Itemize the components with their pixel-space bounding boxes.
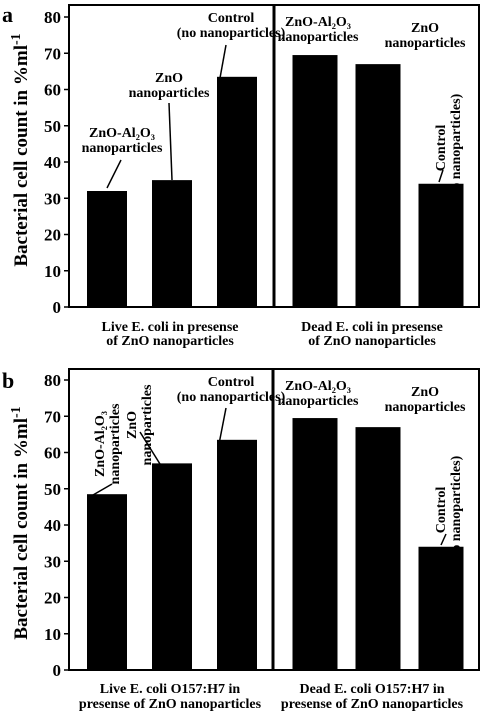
bar: [87, 191, 127, 307]
y-axis-title-superscript: -1: [9, 33, 24, 45]
bar: [152, 463, 192, 670]
panel-letter: b: [2, 368, 14, 393]
bar: [217, 439, 257, 670]
y-tick-label: 50: [44, 480, 61, 499]
y-tick-label: 0: [53, 661, 62, 680]
bar-label-line: ZnO: [411, 385, 439, 400]
bar-label-line: nanoparticles: [385, 400, 466, 415]
bar-label-line: Control: [208, 11, 255, 26]
y-tick-label: 50: [44, 117, 61, 136]
label-leader-line: [106, 159, 122, 189]
y-axis-title: Bacterial cell count in %ml-1: [9, 406, 32, 639]
bar: [292, 55, 338, 307]
group-caption: of ZnO nanoparticles: [106, 334, 234, 349]
bar-label-line: Control: [208, 375, 255, 390]
y-tick-label: 30: [44, 189, 61, 208]
y-tick-label: 10: [44, 625, 61, 644]
y-tick-label: 10: [44, 262, 61, 281]
chart-panel-a: a Bacterial cell count in %ml-1 0 10 20 30 40 5…: [2, 2, 480, 349]
bar: [355, 64, 401, 307]
bar-label: Control(no nanoparticles): [434, 455, 464, 564]
label-leader-line: [168, 102, 173, 181]
y-axis-title-main: Bacterial cell count in %ml: [11, 45, 32, 267]
y-tick-label: 40: [44, 153, 61, 172]
y-tick-label: 70: [44, 407, 61, 426]
y-tick-label: 80: [44, 8, 61, 27]
bar-label-line: ZnO-Al₂O₃: [285, 379, 351, 394]
label-leader-line: [92, 483, 113, 496]
bar-label-line: nanoparticles: [82, 141, 163, 156]
y-tick-label: 40: [44, 516, 61, 535]
y-tick-label: 30: [44, 552, 61, 571]
bar-label-line: nanoparticles: [108, 403, 123, 484]
bar-label: Control(no nanoparticles): [177, 375, 286, 405]
y-tick-label: 20: [44, 226, 61, 245]
bar: [87, 494, 127, 670]
label-leader-line: [440, 533, 447, 546]
bar-label-line: (no nanoparticles): [177, 26, 286, 41]
bar-label-line: ZnO: [125, 411, 140, 439]
bar-label: ZnOnanoparticles: [125, 384, 155, 465]
group-caption: Live E. coli in presense: [101, 320, 238, 335]
bar-label-line: ZnO: [411, 21, 439, 36]
bar-label-line: nanoparticles: [278, 394, 359, 409]
y-axis-title-main: Bacterial cell count in %ml: [11, 418, 32, 640]
bar-label-line: nanoparticles: [140, 384, 155, 465]
group-caption: of ZnO nanoparticles: [308, 334, 436, 349]
y-axis-title: Bacterial cell count in %ml-1: [9, 33, 32, 266]
bar: [418, 183, 464, 307]
bar-label-line: ZnO-Al₂O₃: [89, 126, 155, 141]
label-leader-line: [219, 44, 227, 79]
group-caption: Dead E. coli in presense: [301, 320, 443, 335]
bar-label-line: (no nanoparticles): [449, 455, 464, 564]
bar: [152, 180, 192, 307]
label-leader-line: [218, 407, 227, 445]
bar-label-line: nanoparticles: [385, 36, 466, 51]
bar-label-line: Control: [434, 487, 449, 534]
y-axis-title-superscript: -1: [9, 406, 24, 418]
group-caption: Live E. coli O157:H7 in: [100, 682, 241, 697]
bar: [418, 546, 464, 670]
bar-label: Control(no nanoparticles): [434, 93, 464, 202]
bar-label-line: nanoparticles: [129, 86, 210, 101]
label-leader-line: [438, 169, 444, 183]
bar-label-line: ZnO-Al₂O₃: [285, 15, 351, 30]
bar-label-line: (no nanoparticles): [449, 93, 464, 202]
bar-label-line: Control: [434, 125, 449, 172]
bar-label-line: (no nanoparticles): [177, 390, 286, 405]
y-tick-label: 20: [44, 589, 61, 608]
bar: [292, 418, 338, 670]
bar: [355, 427, 401, 670]
group-caption: presense of ZnO nanoparticles: [281, 697, 464, 712]
y-tick-label: 60: [44, 444, 61, 463]
label-leader-line: [139, 431, 161, 465]
group-caption: presense of ZnO nanoparticles: [79, 697, 262, 712]
bar-label-line: ZnO: [155, 71, 183, 86]
panel-letter: a: [2, 2, 13, 27]
bar-label: Control(no nanoparticles): [177, 11, 286, 41]
bar: [217, 76, 257, 307]
group-caption: Dead E. coli O157:H7 in: [299, 682, 444, 697]
y-tick-label: 70: [44, 44, 61, 63]
y-tick-label: 0: [53, 298, 62, 317]
bar-label: ZnO-Al₂O₃nanoparticles: [93, 403, 123, 484]
chart-panel-b: b Bacterial cell count in %ml-1 0 10 20 30 40 5…: [2, 368, 480, 712]
y-tick-label: 80: [44, 371, 61, 390]
bar-label-line: ZnO-Al₂O₃: [93, 411, 108, 477]
y-tick-label: 60: [44, 81, 61, 100]
bar-label-line: nanoparticles: [278, 30, 359, 45]
